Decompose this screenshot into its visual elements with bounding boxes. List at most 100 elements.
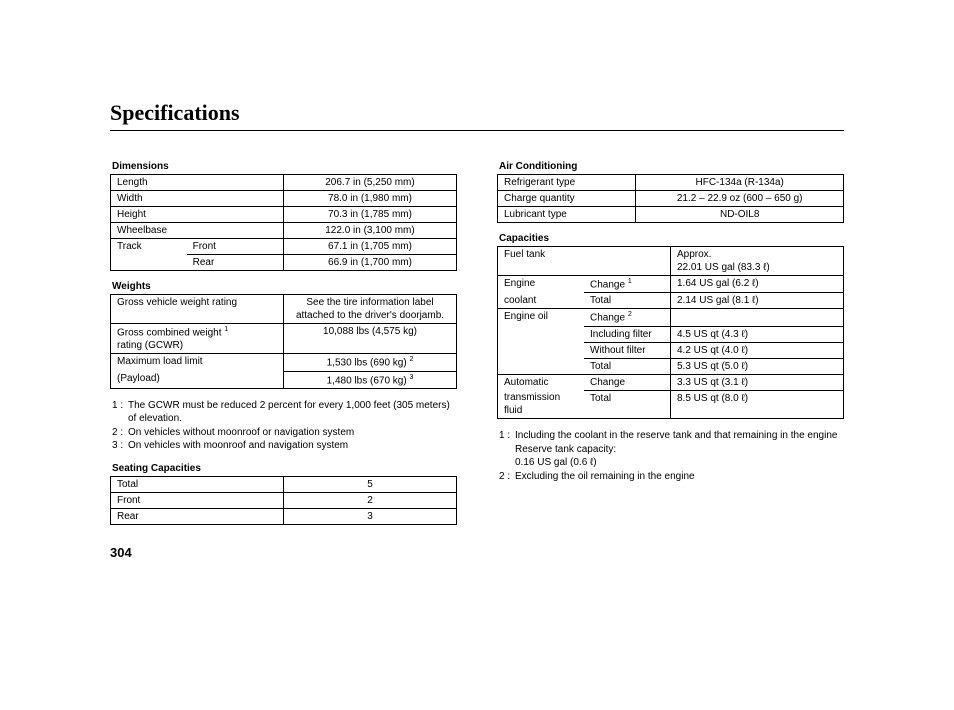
table-cell: 206.7 in (5,250 mm) [283,175,456,191]
dimensions-table: Length 206.7 in (5,250 mm) Width 78.0 in (1… [110,174,457,271]
aircond-heading: Air Conditioning [499,161,844,172]
table-row: Length 206.7 in (5,250 mm) [111,175,457,191]
table-cell: 3 [284,508,457,524]
capacities-notes: 1 :Including the coolant in the reserve … [499,429,844,483]
table-cell [498,358,585,374]
table-cell: Including filter [584,326,671,342]
note-row: 2 :On vehicles without moonroof or navig… [112,426,457,440]
note-num: 2 : [499,470,515,484]
dimensions-heading: Dimensions [112,161,457,172]
table-row: Height 70.3 in (1,785 mm) [111,207,457,223]
table-cell: 122.0 in (3,100 mm) [283,223,456,239]
table-cell: ND-OIL8 [636,207,844,223]
table-cell [671,309,844,326]
table-cell: Height [111,207,187,223]
table-cell: Total [584,390,671,419]
note-row: 2 :Excluding the oil remaining in the en… [499,470,844,484]
table-cell: 1.64 US gal (6.2 ℓ) [671,276,844,293]
table-row: Gross combined weight 1rating (GCWR)10,0… [111,324,457,354]
table-cell: Lubricant type [498,207,636,223]
table-cell: 2 [284,492,457,508]
table-row: Including filter4.5 US qt (4.3 ℓ) [498,326,844,342]
table-cell: Without filter [584,342,671,358]
table-cell: coolant [498,293,585,309]
table-cell [187,175,284,191]
table-row: Charge quantity21.2 – 22.9 oz (600 – 650… [498,191,844,207]
table-row: Without filter4.2 US qt (4.0 ℓ) [498,342,844,358]
right-column: Air Conditioning Refrigerant typeHFC-134… [497,155,844,535]
table-cell: Total [584,358,671,374]
aircond-table: Refrigerant typeHFC-134a (R-134a)Charge … [497,174,844,223]
table-row: Refrigerant typeHFC-134a (R-134a) [498,175,844,191]
seating-table: Total5Front2Rear3 [110,476,457,525]
table-cell: Total [111,476,284,492]
table-cell [498,326,585,342]
note-num: 1 : [112,399,128,426]
page-title: Specifications [110,100,844,131]
table-cell [187,207,284,223]
table-cell: 78.0 in (1,980 mm) [283,191,456,207]
capacities-table: Fuel tankApprox.22.01 US gal (83.3 ℓ)Eng… [497,246,844,419]
table-cell: 5 [284,476,457,492]
table-row: Width 78.0 in (1,980 mm) [111,191,457,207]
table-cell: Gross combined weight 1rating (GCWR) [111,324,284,354]
table-cell: 4.2 US qt (4.0 ℓ) [671,342,844,358]
table-cell [111,255,187,271]
table-cell: Approx.22.01 US gal (83.3 ℓ) [671,247,844,276]
table-row: transmissionfluidTotal8.5 US qt (8.0 ℓ) [498,390,844,419]
table-cell: 66.9 in (1,700 mm) [283,255,456,271]
note-num: 3 : [112,439,128,453]
table-cell: 21.2 – 22.9 oz (600 – 650 g) [636,191,844,207]
table-cell [498,342,585,358]
weights-heading: Weights [112,281,457,292]
weights-table: Gross vehicle weight ratingSee the tire … [110,294,457,389]
table-row: Rear3 [111,508,457,524]
capacities-heading: Capacities [499,233,844,244]
table-row: Maximum load limit1,530 lbs (690 kg) 2 [111,354,457,371]
note-extra: Reserve tank capacity: [515,443,844,457]
note-num: 1 : [499,429,515,443]
table-cell: HFC-134a (R-134a) [636,175,844,191]
note-row: 1 :Including the coolant in the reserve … [499,429,844,443]
table-cell [187,223,284,239]
note-extra: 0.16 US gal (0.6 ℓ) [515,456,844,470]
table-cell: 4.5 US qt (4.3 ℓ) [671,326,844,342]
table-row: EngineChange 11.64 US gal (6.2 ℓ) [498,276,844,293]
table-cell: Maximum load limit [111,354,284,371]
table-row: (Payload)1,480 lbs (670 kg) 3 [111,371,457,388]
table-cell: 67.1 in (1,705 mm) [283,239,456,255]
note-text: Excluding the oil remaining in the engin… [515,470,844,484]
table-cell: Length [111,175,187,191]
table-row: Lubricant typeND-OIL8 [498,207,844,223]
table-cell: Front [187,239,284,255]
table-cell: 2.14 US gal (8.1 ℓ) [671,293,844,309]
table-cell: 3.3 US qt (3.1 ℓ) [671,374,844,390]
table-cell: Width [111,191,187,207]
table-cell: Gross vehicle weight rating [111,295,284,324]
note-text: On vehicles with moonroof and navigation… [128,439,457,453]
table-cell [187,191,284,207]
table-row: Gross vehicle weight ratingSee the tire … [111,295,457,324]
table-row: Front2 [111,492,457,508]
note-text: On vehicles without moonroof or navigati… [128,426,457,440]
table-row: Total5 [111,476,457,492]
note-text: Including the coolant in the reserve tan… [515,429,844,443]
table-row: Rear66.9 in (1,700 mm) [111,255,457,271]
note-num: 2 : [112,426,128,440]
table-cell: (Payload) [111,371,284,388]
note-row: 1 :The GCWR must be reduced 2 percent fo… [112,399,457,426]
table-cell: Total [584,293,671,309]
table-cell: Rear [187,255,284,271]
table-cell: Wheelbase [111,223,187,239]
table-row: Total5.3 US qt (5.0 ℓ) [498,358,844,374]
table-cell: Engine oil [498,309,585,326]
table-cell: Automatic [498,374,585,390]
table-row: Engine oilChange 2 [498,309,844,326]
table-cell: 10,088 lbs (4,575 kg) [284,324,457,354]
table-cell: Fuel tank [498,247,585,276]
table-cell: 70.3 in (1,785 mm) [283,207,456,223]
table-cell: Change [584,374,671,390]
seating-heading: Seating Capacities [112,463,457,474]
table-row: Fuel tank Approx.22.01 US gal (83.3 ℓ) [498,247,844,276]
table-cell: Rear [111,508,284,524]
